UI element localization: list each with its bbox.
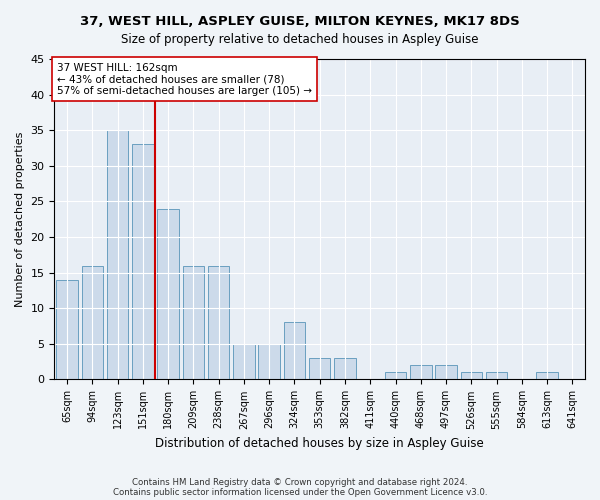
Bar <box>309 358 331 380</box>
Y-axis label: Number of detached properties: Number of detached properties <box>15 132 25 307</box>
Bar <box>385 372 406 380</box>
Bar <box>259 344 280 380</box>
Bar <box>536 372 558 380</box>
Bar <box>410 365 431 380</box>
Bar <box>461 372 482 380</box>
Bar <box>435 365 457 380</box>
Text: Size of property relative to detached houses in Aspley Guise: Size of property relative to detached ho… <box>121 32 479 46</box>
Bar <box>334 358 356 380</box>
Bar <box>486 372 508 380</box>
Bar <box>56 280 78 380</box>
Bar <box>284 322 305 380</box>
Bar <box>82 266 103 380</box>
Bar <box>132 144 154 380</box>
Bar <box>107 130 128 380</box>
X-axis label: Distribution of detached houses by size in Aspley Guise: Distribution of detached houses by size … <box>155 437 484 450</box>
Text: 37, WEST HILL, ASPLEY GUISE, MILTON KEYNES, MK17 8DS: 37, WEST HILL, ASPLEY GUISE, MILTON KEYN… <box>80 15 520 28</box>
Bar <box>208 266 229 380</box>
Bar <box>157 208 179 380</box>
Text: 37 WEST HILL: 162sqm
← 43% of detached houses are smaller (78)
57% of semi-detac: 37 WEST HILL: 162sqm ← 43% of detached h… <box>57 62 312 96</box>
Bar <box>233 344 254 380</box>
Text: Contains HM Land Registry data © Crown copyright and database right 2024.
Contai: Contains HM Land Registry data © Crown c… <box>113 478 487 497</box>
Bar <box>182 266 204 380</box>
